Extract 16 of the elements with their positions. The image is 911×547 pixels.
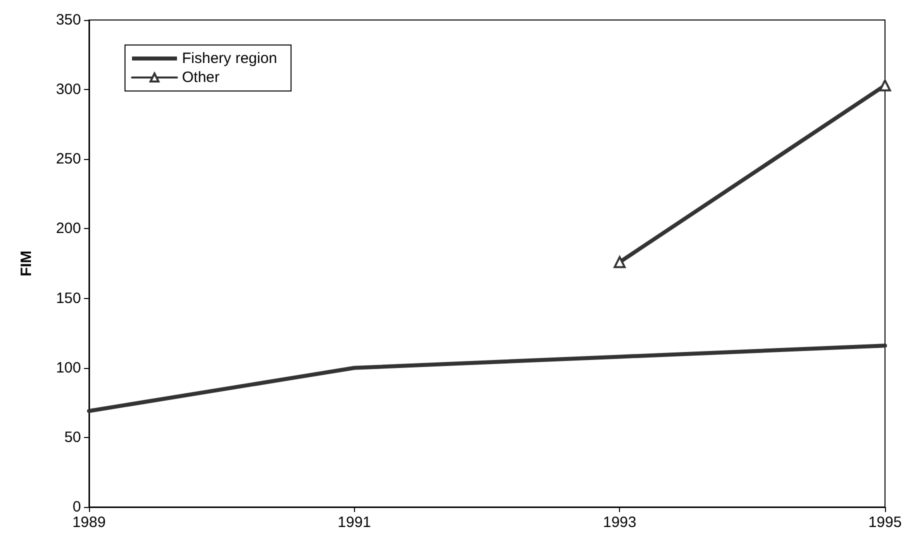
x-tick-label: 1993 bbox=[602, 514, 636, 531]
y-tick-label: 300 bbox=[56, 81, 81, 98]
y-tick-label: 150 bbox=[56, 290, 81, 307]
x-tick-label: 1991 bbox=[338, 514, 372, 531]
y-tick-label: 350 bbox=[56, 12, 81, 28]
y-axis-title: FIM bbox=[18, 250, 35, 276]
legend-label: Other bbox=[182, 69, 220, 86]
y-tick-label: 50 bbox=[64, 428, 81, 446]
line-series bbox=[87, 344, 887, 413]
y-tick-label: 100 bbox=[56, 359, 81, 376]
y-tick-label: 0 bbox=[72, 498, 81, 516]
legend-label: Fishery region bbox=[182, 50, 278, 67]
y-tick-label: 250 bbox=[56, 150, 81, 168]
x-tick-label: 1995 bbox=[868, 514, 902, 531]
x-tick-label: 1989 bbox=[72, 514, 106, 531]
y-tick-label: 200 bbox=[56, 220, 81, 238]
